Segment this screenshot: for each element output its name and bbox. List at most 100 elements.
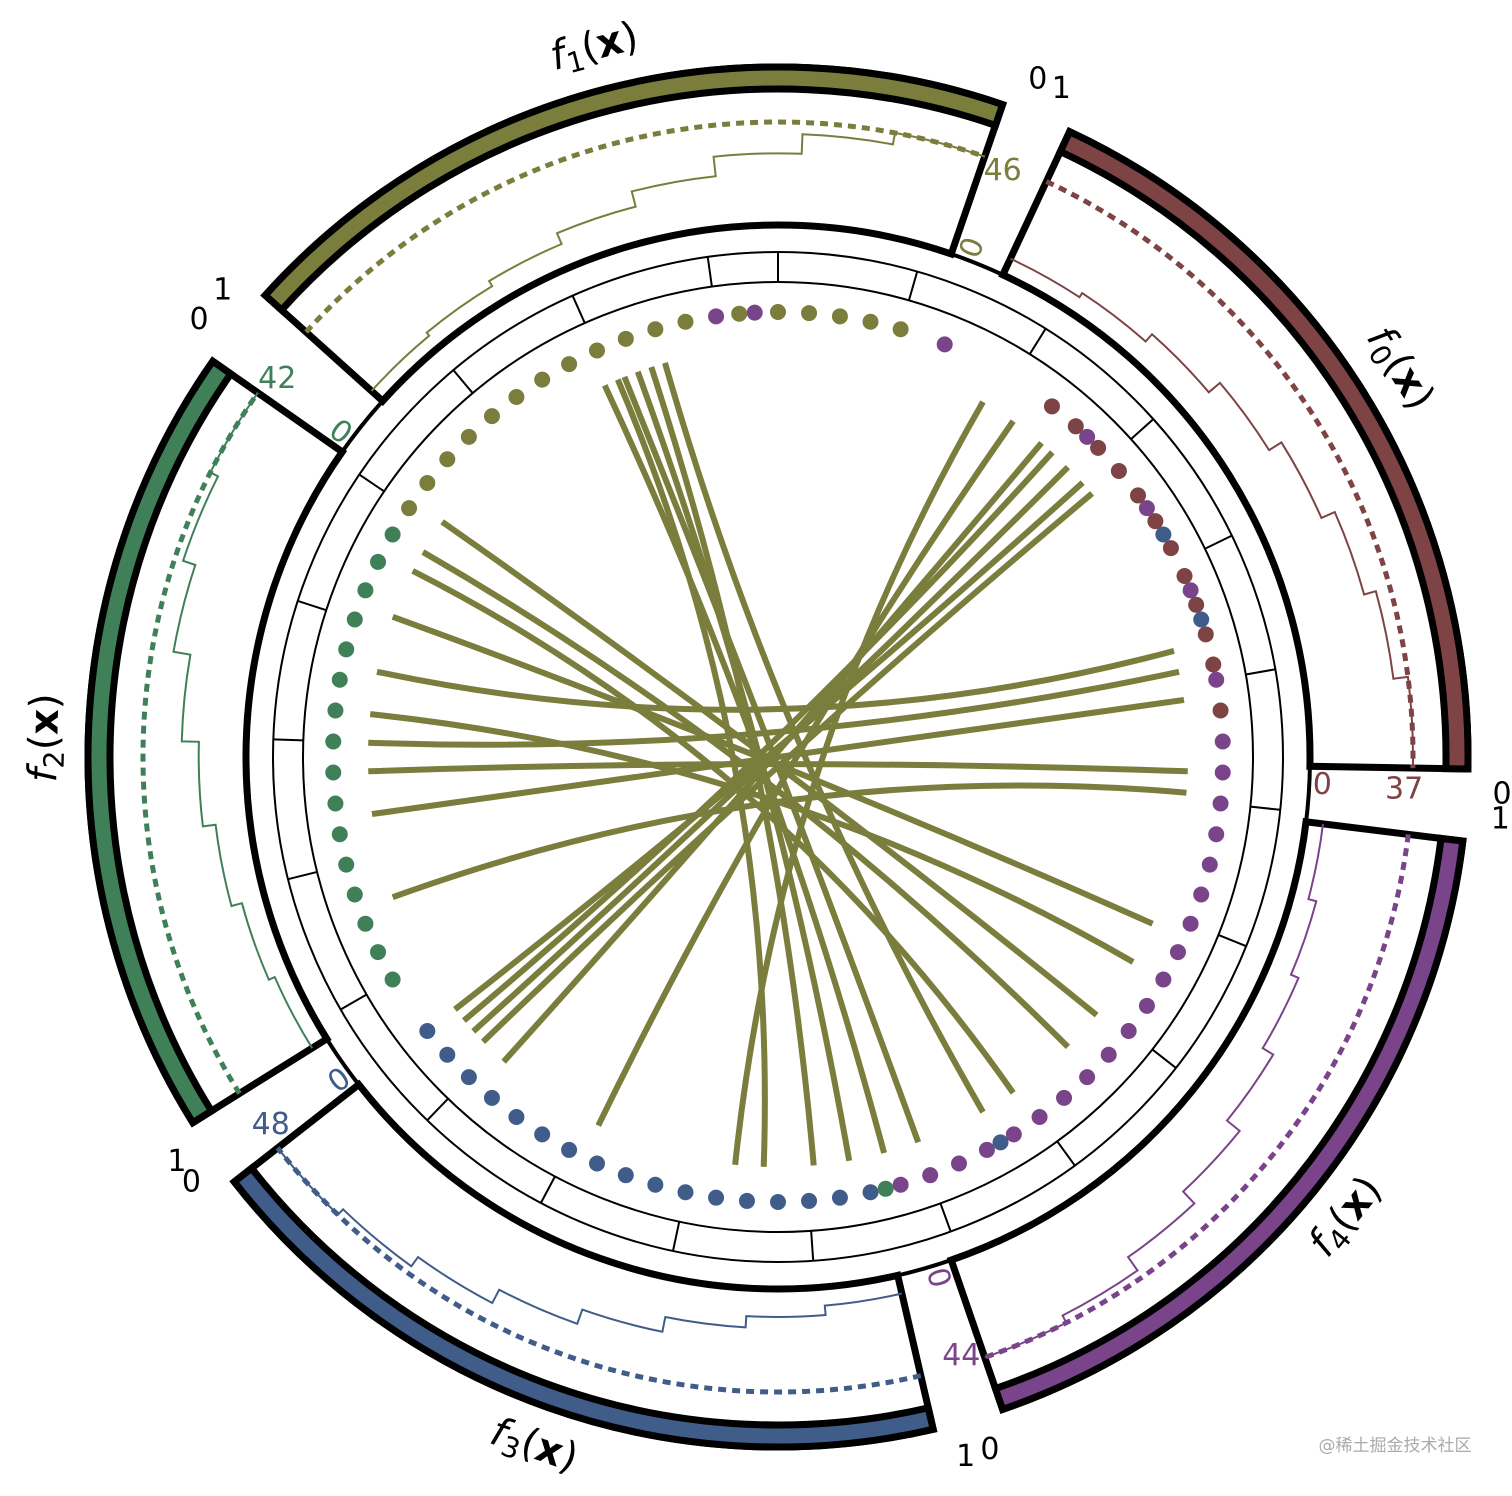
dot bbox=[1031, 1109, 1048, 1126]
dot bbox=[483, 1089, 500, 1106]
count-label: 44 bbox=[942, 1338, 980, 1373]
title-part: 2 bbox=[37, 750, 70, 769]
dot bbox=[338, 856, 355, 873]
dot bbox=[801, 305, 818, 322]
dot bbox=[357, 582, 374, 599]
dot bbox=[561, 356, 578, 373]
segment-band bbox=[84, 356, 236, 1128]
step-line bbox=[1009, 257, 1414, 769]
dot bbox=[770, 1194, 786, 1210]
scale-label: 1 bbox=[167, 1144, 186, 1179]
dot bbox=[746, 304, 763, 321]
dot bbox=[325, 764, 342, 781]
dot bbox=[325, 733, 342, 750]
dot bbox=[1214, 764, 1231, 781]
step-line bbox=[370, 131, 986, 392]
ring-tick bbox=[1028, 328, 1047, 355]
dot bbox=[331, 826, 348, 843]
dot bbox=[370, 553, 387, 570]
dot bbox=[1212, 795, 1229, 812]
dot bbox=[677, 1184, 694, 1201]
dot bbox=[770, 304, 786, 320]
dot bbox=[1100, 1046, 1117, 1063]
dot bbox=[677, 313, 694, 330]
dot bbox=[331, 671, 348, 688]
dot bbox=[708, 308, 725, 325]
max-line bbox=[983, 834, 1411, 1360]
ring-tick bbox=[1130, 418, 1154, 440]
segment-band bbox=[1055, 126, 1472, 773]
segment-title: f3(x) bbox=[483, 1409, 584, 1486]
dot bbox=[738, 1192, 755, 1209]
title-part: x bbox=[21, 708, 68, 735]
dot bbox=[1138, 997, 1155, 1014]
chord bbox=[461, 450, 1055, 1023]
ring-tick bbox=[297, 599, 327, 612]
count-label: 48 bbox=[252, 1107, 290, 1142]
dot bbox=[346, 886, 363, 903]
dot bbox=[1182, 582, 1199, 599]
scale-label: 1 bbox=[213, 272, 232, 307]
ring-tick bbox=[672, 1221, 681, 1252]
dot bbox=[862, 313, 879, 330]
dot bbox=[1208, 671, 1225, 688]
ring-tick bbox=[340, 993, 368, 1011]
ring-tick bbox=[273, 738, 304, 742]
dot bbox=[1043, 398, 1060, 415]
segment-title: f1(x) bbox=[545, 13, 644, 84]
dot bbox=[357, 915, 374, 932]
dot bbox=[731, 305, 748, 322]
chord bbox=[391, 613, 1154, 927]
dot bbox=[617, 1167, 634, 1184]
ring-tick bbox=[452, 369, 474, 394]
chord bbox=[595, 419, 1016, 1127]
dot bbox=[1079, 1069, 1096, 1086]
step-line bbox=[172, 392, 314, 1049]
count-label: 37 bbox=[1385, 771, 1423, 806]
dot bbox=[922, 1167, 939, 1184]
dot bbox=[346, 611, 363, 628]
segment-title: f2(x) bbox=[20, 693, 72, 783]
ring-tick bbox=[358, 473, 385, 493]
dot bbox=[327, 702, 344, 719]
ring-tick bbox=[1250, 805, 1281, 811]
ring-tick bbox=[426, 1097, 449, 1121]
ring-tick bbox=[1218, 934, 1247, 948]
dot bbox=[877, 1180, 894, 1197]
dot bbox=[1079, 428, 1096, 445]
dot bbox=[460, 1069, 477, 1086]
ring-tick bbox=[571, 295, 586, 324]
scale-label: 0 bbox=[182, 1165, 201, 1200]
ring-tick bbox=[706, 256, 713, 287]
dot bbox=[1130, 487, 1147, 504]
dot bbox=[1182, 915, 1199, 932]
dot bbox=[1188, 596, 1205, 613]
ring-tick bbox=[1245, 668, 1276, 676]
dot bbox=[708, 1189, 725, 1206]
dot bbox=[936, 336, 953, 353]
dot bbox=[1155, 971, 1172, 988]
dot bbox=[1193, 886, 1210, 903]
dot bbox=[1176, 568, 1193, 585]
chord bbox=[411, 568, 1016, 1095]
chord bbox=[421, 549, 1071, 1050]
dot bbox=[1138, 500, 1155, 517]
dot bbox=[978, 1141, 995, 1158]
chord bbox=[376, 647, 1175, 713]
step-line bbox=[984, 823, 1324, 1359]
dot bbox=[950, 1155, 967, 1172]
dot bbox=[1056, 1089, 1073, 1106]
dot bbox=[419, 1022, 436, 1039]
max-line bbox=[140, 391, 260, 1095]
dot bbox=[1120, 1022, 1137, 1039]
scale-label: 0 bbox=[189, 302, 208, 337]
dot bbox=[1147, 513, 1164, 530]
dot bbox=[892, 321, 909, 338]
step-line bbox=[276, 1147, 903, 1333]
segment-band bbox=[260, 63, 1008, 315]
dot bbox=[561, 1141, 578, 1158]
max-line bbox=[1045, 179, 1416, 769]
dot bbox=[439, 1046, 456, 1063]
chord bbox=[453, 480, 1085, 1012]
